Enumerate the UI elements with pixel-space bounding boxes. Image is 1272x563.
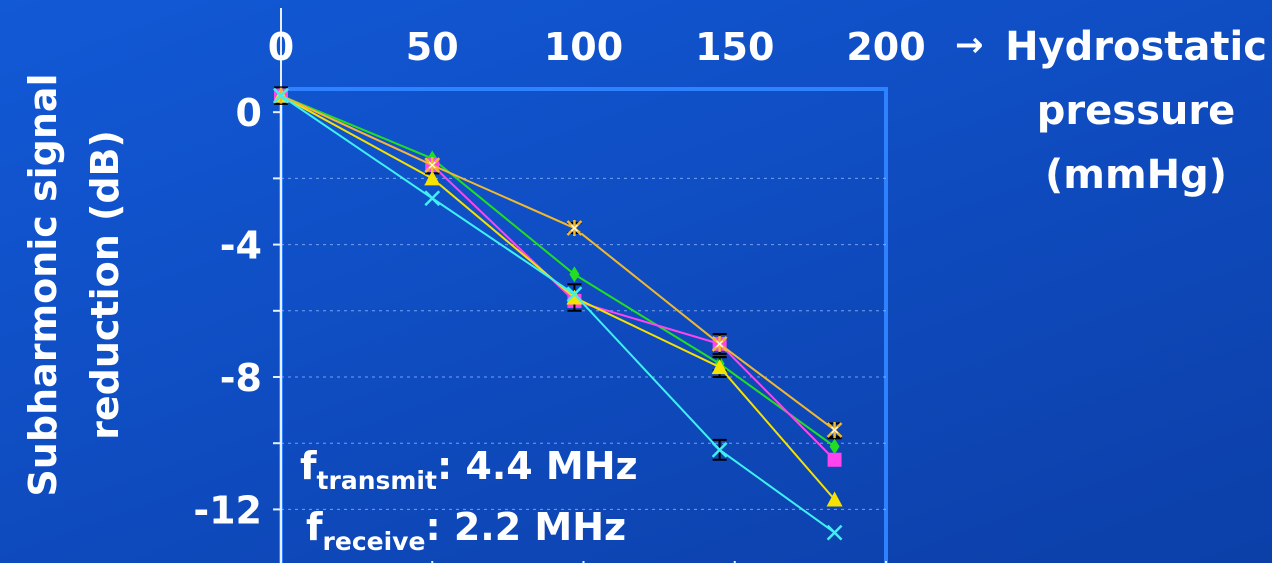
- x-axis-arrow-icon: →: [955, 25, 984, 65]
- x-tick-label: 200: [846, 25, 925, 69]
- data-point: [826, 524, 843, 541]
- series: [276, 87, 842, 456]
- data-point: [829, 438, 840, 455]
- x-tick-label: 150: [695, 25, 774, 69]
- data-point: [711, 359, 728, 375]
- transmit-frequency-label: ftransmit: 4.4 MHz: [300, 444, 638, 495]
- y-tick-labels: 0 -4 -8 -12: [193, 91, 262, 532]
- series-line: [280, 94, 836, 501]
- y-tick-label: -12: [193, 488, 262, 532]
- x-tick-label: 0: [268, 25, 294, 69]
- x-axis-title-line-1: Hydrostatic: [1005, 24, 1267, 70]
- gridlines: [281, 177, 886, 510]
- data-point: [569, 266, 580, 283]
- data-point: [424, 190, 441, 207]
- y-axis-title-line-2: reduction (dB): [83, 130, 127, 440]
- data-point: [424, 170, 441, 186]
- y-tick-label: -8: [220, 356, 262, 400]
- data-point: [566, 286, 583, 303]
- data-point-highlight: [428, 161, 436, 169]
- data-point: [826, 491, 843, 507]
- y-tick-label: -4: [220, 224, 262, 268]
- series-line: [280, 94, 836, 431]
- x-axis-title-line-3: (mmHg): [1045, 152, 1227, 198]
- receive-frequency-label: freceive: 2.2 MHz: [306, 505, 626, 556]
- y-tick-marks: [273, 111, 281, 511]
- data-point-highlight: [716, 340, 724, 348]
- data-point-highlight: [831, 426, 838, 434]
- data-point-highlight: [571, 224, 578, 232]
- x-axis-title-line-2: pressure: [1037, 88, 1235, 134]
- x-tick-labels: 0 50 100 150 200: [268, 25, 926, 69]
- data-point: [273, 87, 289, 104]
- y-axis-title: Subharmonic signal reduction (dB): [21, 73, 127, 496]
- series: [273, 86, 843, 507]
- x-axis-title: → Hydrostatic pressure (mmHg): [955, 24, 1267, 198]
- y-tick-label: 0: [236, 91, 262, 135]
- series: [273, 87, 843, 541]
- series: [273, 87, 843, 438]
- data-point: [566, 289, 583, 305]
- x-tick-label: 50: [406, 25, 459, 69]
- x-tick-marks: [280, 561, 887, 563]
- series-line: [280, 94, 836, 448]
- series-layer: [273, 86, 843, 541]
- x-tick-label: 100: [544, 25, 623, 69]
- data-point: [711, 441, 728, 458]
- data-point: [827, 452, 842, 467]
- y-axis-title-line-1: Subharmonic signal: [21, 73, 65, 496]
